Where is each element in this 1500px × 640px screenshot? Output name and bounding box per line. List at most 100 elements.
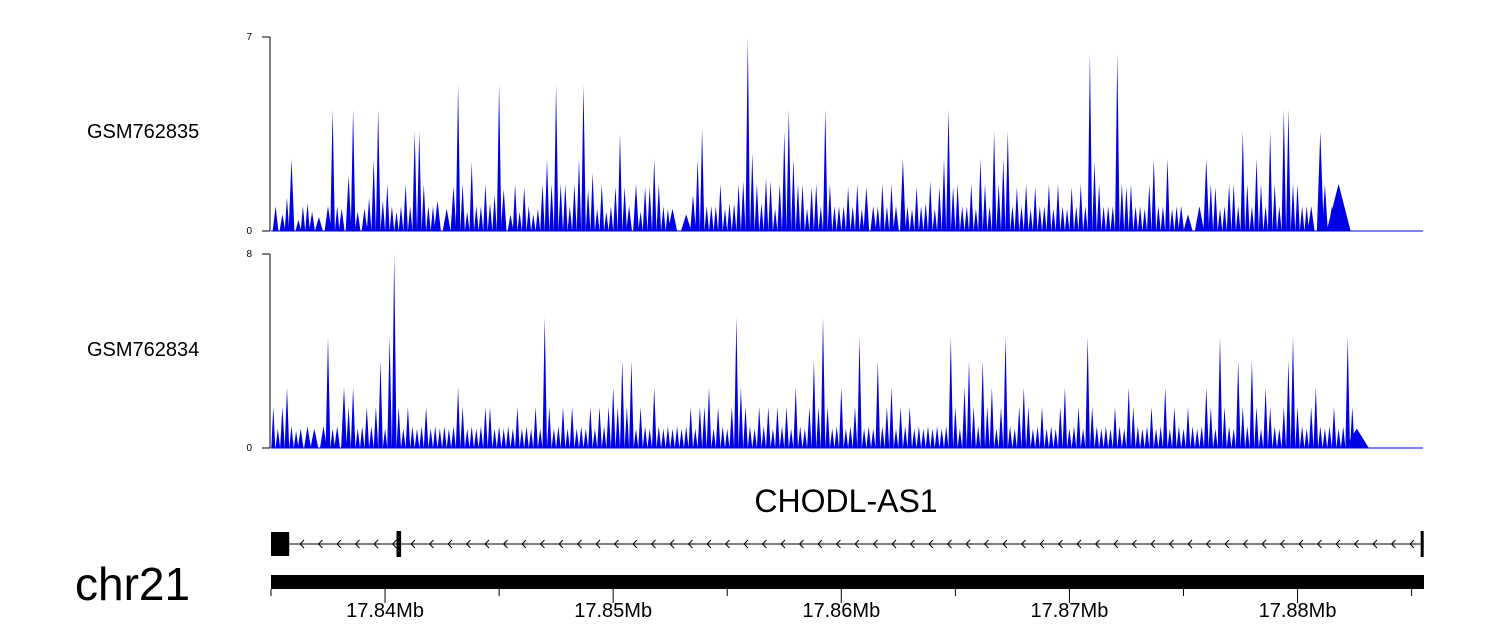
signal-peak [417,131,422,231]
signal-peak [398,206,404,231]
track-gsm762834: GSM762834 8 0 [87,249,1423,454]
signal-peak [642,186,648,231]
signal-peak [430,206,436,231]
signal-peak [727,203,732,231]
strand-arrow [410,539,416,549]
signal-peak [1222,406,1227,448]
signal-peak [948,336,954,448]
signal-peak [1299,426,1305,448]
signal-peak [731,203,737,231]
strand-arrow [891,539,897,549]
signal-peak [980,360,985,448]
signal-peak [581,84,586,231]
signal-peak [1199,426,1204,448]
signal-peak [909,208,915,231]
signal-peak [1060,206,1065,231]
signal-peak [271,406,276,448]
signal-peak [524,426,529,448]
signal-peak [921,428,926,448]
signal-peak [1240,406,1246,448]
signal-peak [540,183,545,231]
strand-arrow [650,539,656,549]
signal-peak [601,426,607,448]
signal-peak [884,206,890,231]
signal-peak [1165,158,1170,231]
signal-peak [1263,206,1268,231]
signal-peak [537,428,543,448]
strand-arrow [373,539,379,549]
signal-peak [361,208,368,231]
signal-peak [1019,206,1024,231]
signal-peak [652,387,657,448]
signal-peak [1053,428,1058,448]
y-tick-label-min: 0 [246,226,252,237]
signal-peak [786,109,792,231]
signal-peak [519,428,525,448]
signal-peak [330,109,335,231]
signal-peak [633,428,639,448]
strand-arrow [854,539,860,549]
signal-peak [565,428,570,448]
signal-peak [419,426,424,448]
signal-peak [515,406,520,448]
signal-peak [870,206,877,231]
signal-peak [902,426,908,448]
signal-peak [670,428,675,448]
signal-peak [1340,426,1346,448]
strand-arrow [521,539,527,549]
signal-peak [852,406,858,448]
signal-peak [334,426,340,448]
signal-peak [1185,406,1191,448]
signal-peak [620,360,625,448]
signal-peak [531,214,536,231]
signal-peak [496,426,502,448]
strand-arrow [817,539,823,549]
signal-peak [460,183,465,231]
signal-peak [279,214,286,231]
signal-peak [880,183,885,231]
genome-tick-label: 17.87Mb [1030,600,1108,622]
signal-peak [863,186,870,231]
signal-peak [1046,183,1052,231]
signal-peak [1119,183,1125,231]
track-label: GSM762834 [87,339,199,361]
signal-peak [528,428,534,448]
signal-peak [1304,428,1309,448]
signal-peak [823,109,828,231]
signal-peak [1307,206,1315,231]
signal-peak [1012,428,1017,448]
signal-peak [982,183,988,231]
signal-peak [1277,428,1282,448]
signal-peak [1003,336,1008,448]
signal-peak [284,387,290,448]
signal-peak [928,181,933,231]
signal-peak [1183,214,1193,231]
signal-peak [597,406,602,448]
y-tick-label-max: 8 [246,249,252,260]
signal-peak [816,406,821,448]
signal-peak [975,426,981,448]
signal-peak [371,158,376,231]
signal-peak [880,426,885,448]
signal-peak [401,428,406,448]
signal-peak [782,131,787,231]
signal-peak [1092,161,1097,231]
signal-peak [1245,183,1250,231]
signal-peak [1240,131,1246,231]
signal-peak [579,426,584,448]
signal-peak [1336,428,1341,448]
signal-peak [295,219,302,231]
signal-peak [1108,428,1113,448]
signal-peak [962,387,967,448]
signal-peak [1126,387,1131,448]
signal-peak [964,206,969,231]
signal-peak [1181,428,1186,448]
signal-peak [916,426,922,448]
signal-peak [385,183,390,231]
signal-peak [629,360,634,448]
signal-peak [622,186,627,231]
strand-arrow [1335,539,1341,549]
strand-arrow [428,539,434,549]
signal-peak [492,428,497,448]
signal-peak [1203,158,1210,231]
